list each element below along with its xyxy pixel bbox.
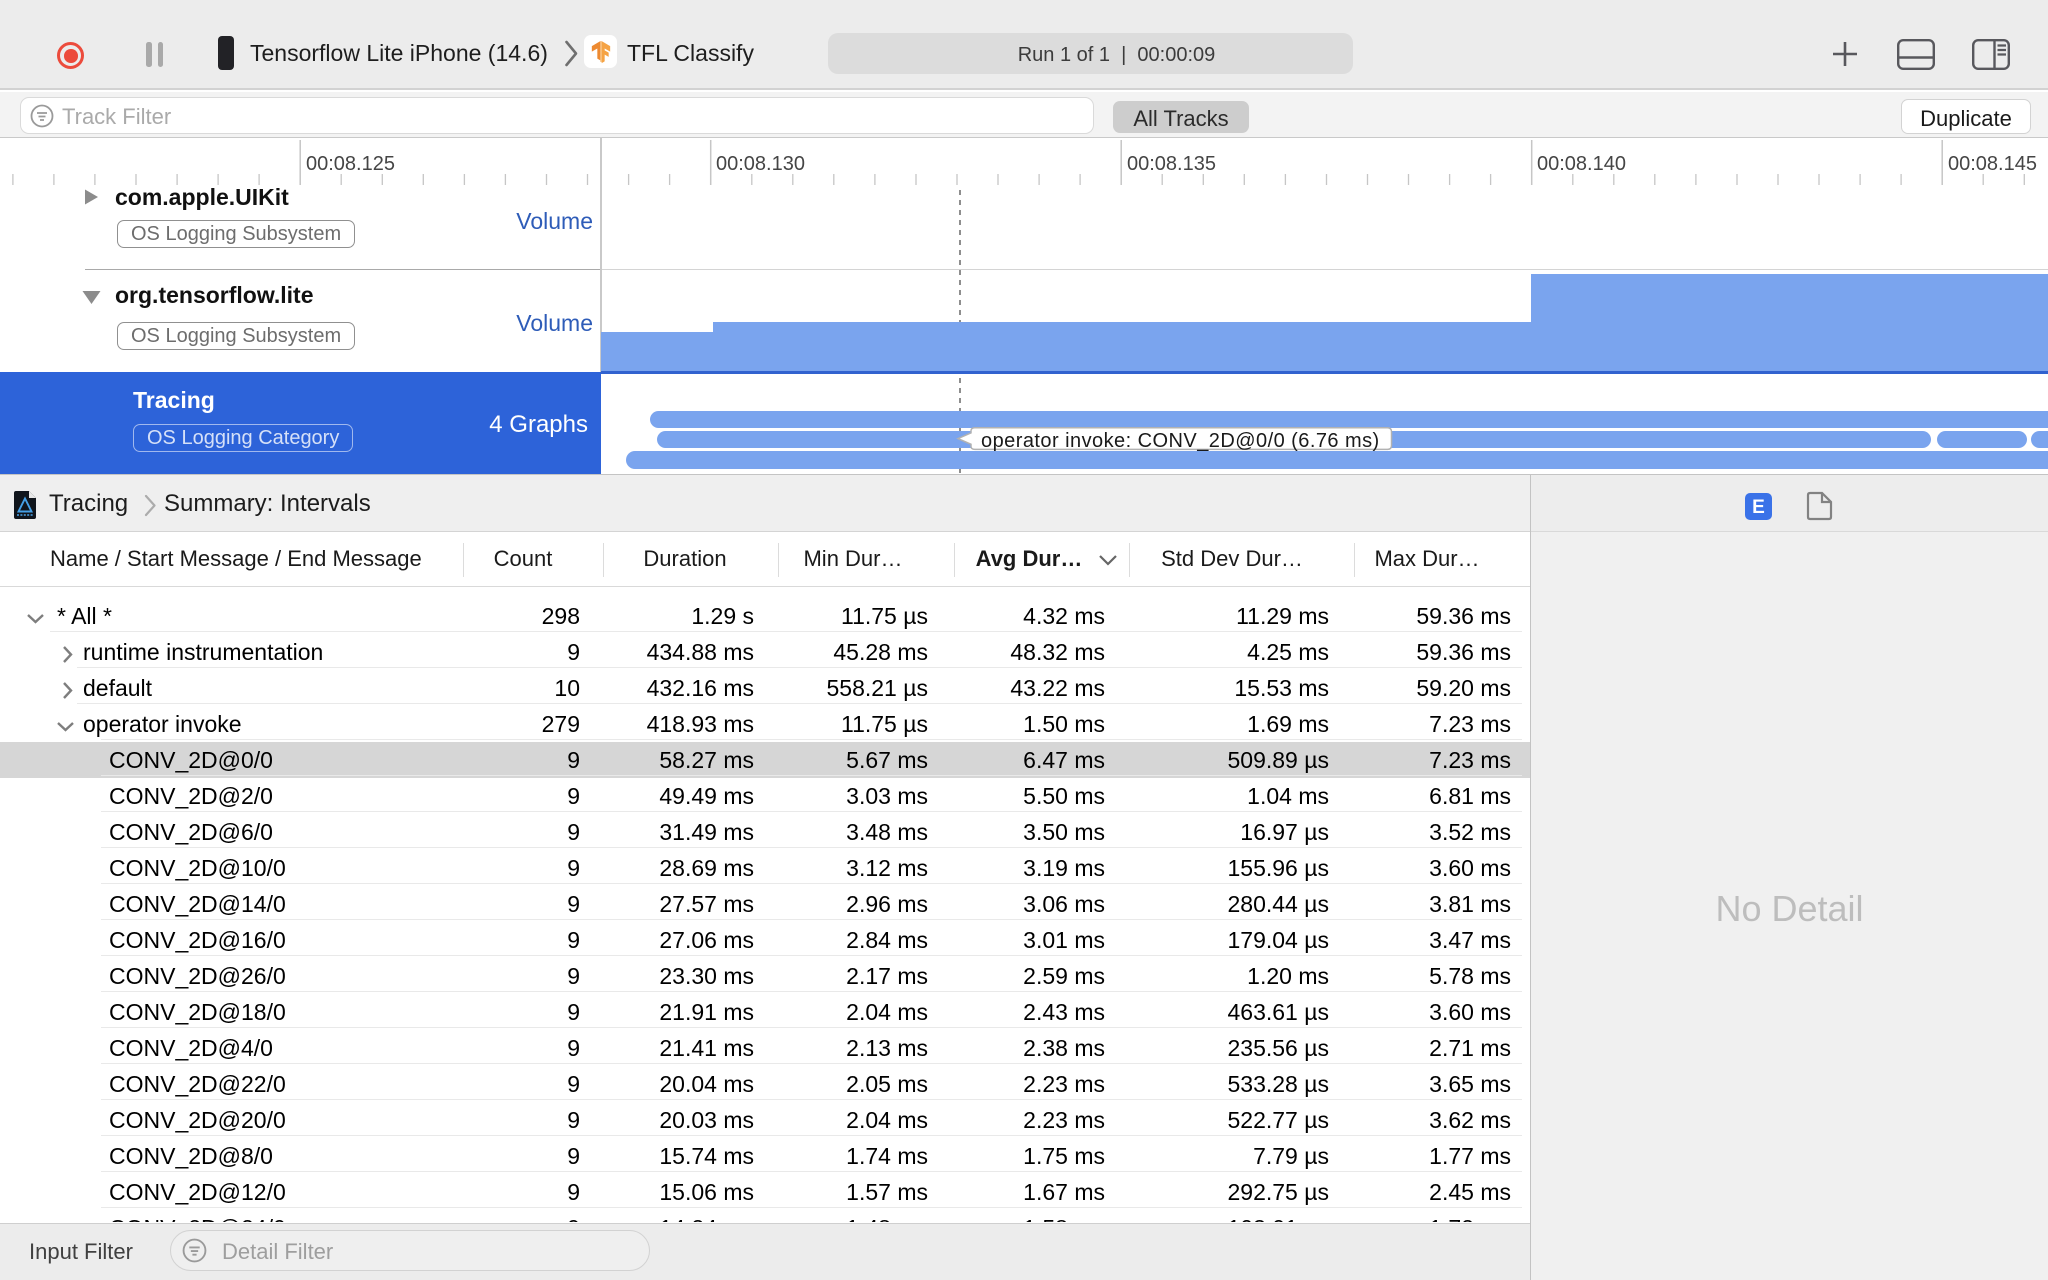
svg-text:00:08.145: 00:08.145 [1948, 153, 2037, 175]
svg-text:00:08.135: 00:08.135 [1127, 153, 1216, 175]
svg-text:00:08.140: 00:08.140 [1537, 153, 1626, 175]
svg-text:00:08.125: 00:08.125 [306, 153, 395, 175]
svg-text:00:08.130: 00:08.130 [716, 153, 805, 175]
